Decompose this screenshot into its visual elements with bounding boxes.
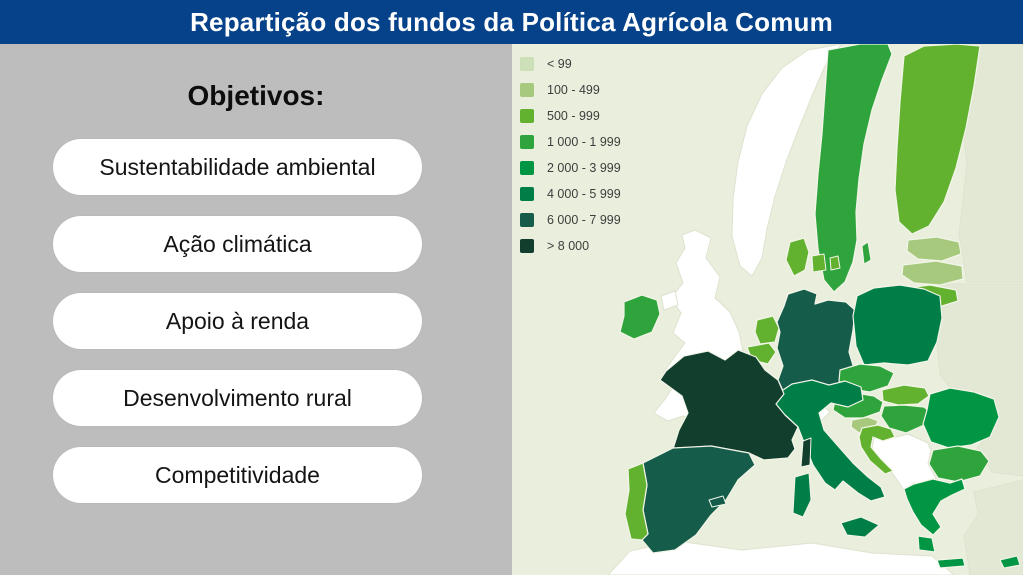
legend-swatch — [520, 83, 534, 97]
legend-swatch — [520, 239, 534, 253]
legend-label: 500 - 999 — [547, 109, 600, 123]
country-france — [659, 349, 799, 461]
legend-label: < 99 — [547, 57, 572, 71]
country-sweden-gotland — [861, 241, 872, 265]
country-finland — [894, 44, 981, 235]
country-italy-sardinia — [792, 472, 812, 518]
objective-pill-acao-climatica[interactable]: Ação climática — [53, 216, 422, 272]
objective-pill-sustentabilidade[interactable]: Sustentabilidade ambiental — [53, 139, 422, 195]
country-spain-balearics — [708, 495, 727, 508]
objective-pill-apoio-renda[interactable]: Apoio à renda — [53, 293, 422, 349]
europe-choropleth-map: < 99 100 - 499 500 - 999 1 000 - 1 999 2… — [512, 44, 1023, 575]
legend-swatch — [520, 187, 534, 201]
country-croatia — [858, 424, 896, 475]
legend-label: > 8 000 — [547, 239, 590, 253]
legend-item: 6 000 - 7 999 — [520, 207, 621, 233]
country-slovakia — [881, 384, 930, 406]
legend-swatch — [520, 57, 534, 71]
objective-pill-competitividade[interactable]: Competitividade — [53, 447, 422, 503]
non-eu-north-africa — [607, 540, 955, 575]
legend-item: 500 - 999 — [520, 103, 621, 129]
country-denmark — [785, 237, 810, 277]
country-bulgaria — [928, 445, 990, 483]
objectives-heading: Objetivos: — [187, 80, 325, 111]
objectives-list: Sustentabilidade ambiental Ação climátic… — [0, 139, 512, 503]
legend-swatch — [520, 161, 534, 175]
objective-pill-desenvolvimento-rural[interactable]: Desenvolvimento rural — [53, 370, 422, 426]
objectives-panel: Objetivos: Sustentabilidade ambiental Aç… — [0, 44, 512, 575]
non-eu-northern-ireland — [660, 290, 679, 311]
legend-swatch — [520, 213, 534, 227]
country-denmark-islands — [811, 253, 841, 273]
country-estonia — [906, 236, 962, 262]
legend-label: 2 000 - 3 999 — [547, 161, 621, 175]
non-eu-norway — [731, 44, 843, 277]
legend-item: 100 - 499 — [520, 77, 621, 103]
legend-label: 100 - 499 — [547, 83, 600, 97]
legend-swatch — [520, 109, 534, 123]
country-ireland — [619, 294, 661, 340]
legend-swatch — [520, 135, 534, 149]
legend-label: 4 000 - 5 999 — [547, 187, 621, 201]
legend-item: < 99 — [520, 51, 621, 77]
non-eu-turkey — [963, 479, 1023, 575]
country-netherlands — [754, 315, 780, 345]
country-portugal — [624, 462, 649, 541]
legend-item: 2 000 - 3 999 — [520, 155, 621, 181]
header: Repartição dos fundos da Política Agríco… — [0, 0, 1023, 44]
country-cyprus — [999, 555, 1021, 569]
country-romania — [922, 387, 1000, 449]
legend-item: > 8 000 — [520, 233, 621, 259]
country-poland — [852, 284, 943, 366]
country-italy-sicily — [840, 516, 880, 538]
country-greece — [903, 478, 966, 569]
map-legend: < 99 100 - 499 500 - 999 1 000 - 1 999 2… — [520, 51, 621, 259]
legend-item: 4 000 - 5 999 — [520, 181, 621, 207]
legend-item: 1 000 - 1 999 — [520, 129, 621, 155]
country-sweden — [814, 44, 893, 293]
country-latvia — [901, 260, 964, 286]
country-france-corsica — [800, 437, 812, 468]
legend-label: 6 000 - 7 999 — [547, 213, 621, 227]
legend-label: 1 000 - 1 999 — [547, 135, 621, 149]
page-title: Repartição dos fundos da Política Agríco… — [190, 6, 833, 37]
map-svg — [512, 44, 1023, 575]
